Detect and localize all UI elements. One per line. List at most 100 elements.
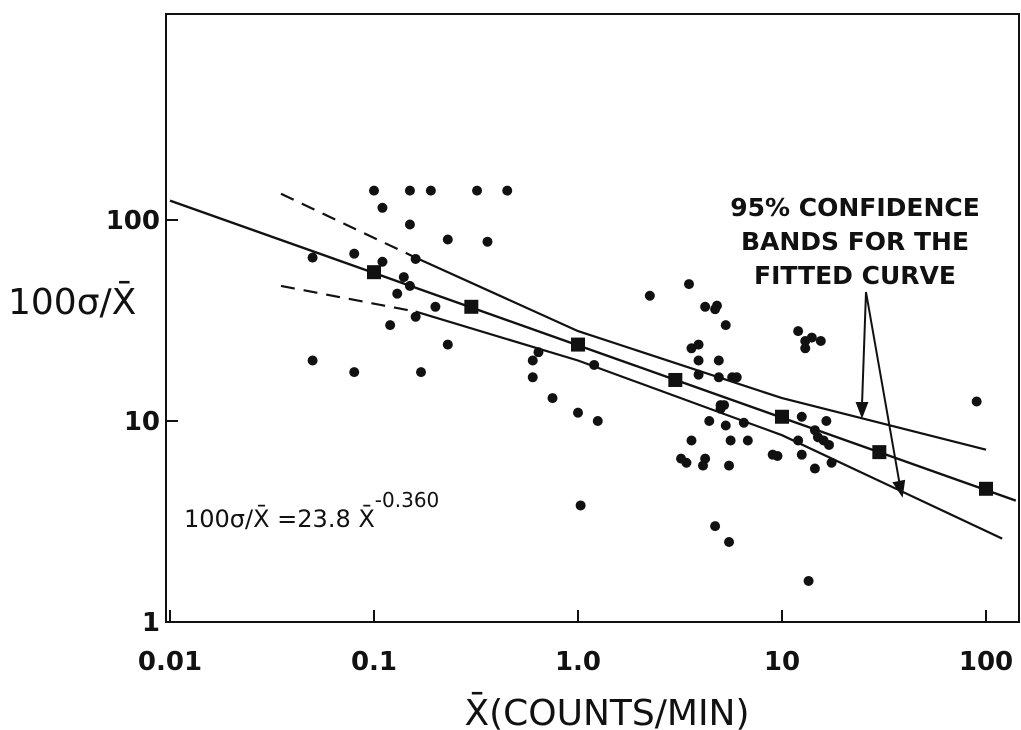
data-points: [307, 185, 982, 586]
data-point: [644, 290, 655, 301]
y-tick-label: 100: [106, 206, 160, 236]
data-point: [398, 272, 409, 283]
data-point: [724, 537, 735, 548]
y-axis-ticks: 1 10 100: [106, 206, 178, 638]
data-point: [725, 435, 736, 446]
x-tick-label: 100: [959, 647, 1013, 677]
data-point: [803, 575, 814, 586]
data-point: [796, 411, 807, 422]
lower-band-solid: [415, 310, 1003, 540]
data-point: [681, 457, 692, 468]
data-point: [307, 252, 318, 263]
data-point: [392, 288, 403, 299]
data-point: [527, 355, 538, 366]
data-point: [971, 396, 982, 407]
data-point: [349, 367, 360, 378]
mean-marker: [668, 372, 683, 387]
data-point: [410, 311, 421, 322]
confidence-annotation-line-2: BANDS FOR THE: [741, 227, 969, 256]
data-point: [442, 234, 453, 245]
data-point: [307, 355, 318, 366]
data-point: [700, 301, 711, 312]
data-point: [377, 256, 388, 267]
data-point: [693, 339, 704, 350]
arrowhead-upper: [855, 402, 869, 419]
y-tick-label: 10: [124, 407, 160, 437]
data-point: [731, 372, 742, 383]
confidence-bands: [280, 192, 1003, 540]
equation-base: 100σ/X̄ =23.8 X̄: [184, 504, 375, 533]
data-point: [826, 457, 837, 468]
mean-marker: [872, 445, 887, 460]
data-point: [710, 521, 721, 532]
x-axis-label: X̄(COUNTS/MIN): [464, 691, 749, 730]
data-point: [430, 301, 441, 312]
data-point: [720, 420, 731, 431]
upper-band-dashed: [280, 192, 417, 259]
data-point: [796, 449, 807, 460]
data-point: [815, 336, 826, 347]
data-point: [821, 416, 832, 426]
mean-marker: [464, 299, 479, 314]
data-point: [683, 279, 694, 290]
data-point: [377, 202, 388, 213]
x-tick-label: 0.1: [351, 647, 397, 677]
confidence-annotation: 95% CONFIDENCE BANDS FOR THE FITTED CURV…: [730, 193, 980, 290]
data-point: [800, 343, 811, 354]
data-point: [793, 326, 804, 337]
x-tick-label: 10: [764, 647, 800, 677]
data-point: [410, 253, 421, 264]
data-point: [589, 359, 600, 370]
data-point: [527, 372, 538, 383]
data-point: [404, 185, 415, 196]
data-point: [693, 369, 704, 380]
data-point: [482, 236, 493, 247]
data-point: [442, 339, 453, 350]
data-point: [824, 439, 835, 450]
arrow-to-upper-band: [861, 291, 867, 406]
data-point: [700, 453, 711, 464]
data-point: [713, 372, 724, 383]
data-point: [719, 400, 730, 411]
data-point: [724, 460, 735, 471]
data-point: [809, 463, 820, 474]
x-tick-label: 0.01: [138, 647, 202, 677]
arrow-to-lower-band: [865, 291, 901, 487]
data-point: [713, 355, 724, 366]
x-tick-label: 1.0: [555, 647, 601, 677]
data-point: [502, 185, 513, 196]
mean-marker: [367, 265, 381, 280]
y-tick-label: 1: [142, 608, 160, 638]
upper-band-solid: [415, 256, 987, 451]
mean-marker: [775, 409, 789, 424]
data-point: [806, 332, 817, 343]
data-point: [742, 435, 753, 446]
data-point: [592, 416, 603, 426]
data-point: [404, 219, 415, 230]
data-point: [738, 417, 749, 428]
data-point: [425, 185, 436, 196]
y-axis-label: 100σ/X̄: [8, 280, 136, 323]
equation-annotation: 100σ/X̄ =23.8 X̄-0.360: [184, 488, 439, 533]
data-point: [416, 367, 427, 378]
data-point: [575, 500, 586, 511]
equation-exponent: -0.360: [375, 488, 439, 512]
data-point: [404, 280, 415, 291]
data-point: [772, 450, 783, 461]
data-point: [693, 355, 704, 366]
arrowhead-lower: [892, 479, 906, 498]
plot-frame: [165, 13, 1020, 623]
data-point: [704, 416, 715, 426]
data-point: [711, 300, 722, 311]
data-point: [793, 435, 804, 446]
data-point: [369, 185, 379, 196]
mean-marker: [979, 481, 993, 496]
data-point: [349, 248, 360, 259]
binned-means: [367, 265, 993, 496]
x-axis-ticks: 0.01 0.1 1.0 10 100: [138, 610, 1013, 677]
annotation-arrows: [855, 291, 906, 498]
data-point: [385, 320, 396, 331]
confidence-annotation-line-3: FITTED CURVE: [754, 261, 956, 290]
mean-marker: [571, 337, 585, 352]
